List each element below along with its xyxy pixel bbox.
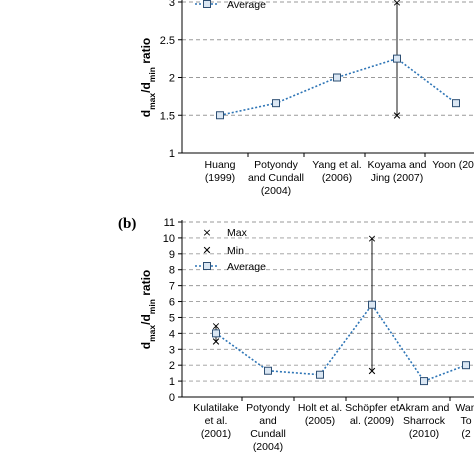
- y-tick-label: 6: [169, 297, 175, 309]
- legend-entry-label: Min: [227, 245, 244, 257]
- category-label: Yoon (200: [432, 159, 474, 171]
- average-point: [212, 329, 220, 338]
- y-axis-label: dmax/dmin ratio: [139, 38, 157, 118]
- average-point: [462, 361, 470, 370]
- category-label: Wan To (2: [455, 402, 474, 440]
- chart-panel-2: 0 1 2 3 4 5 6 7 8 9 10 11 Kulatilake et al. (2001)Poty…: [118, 216, 474, 453]
- legend-min-marker: ✕: [202, 244, 211, 257]
- category-label: Schöpfer et al. (2009): [345, 402, 399, 427]
- y-tick-label: 8: [169, 265, 175, 277]
- category-label: Yang et al. (2006): [312, 159, 361, 184]
- y-tick-label: 1.5: [160, 110, 175, 122]
- y-tick-label: 2: [169, 73, 175, 85]
- average-point: [393, 54, 401, 63]
- y-tick-label: 2: [169, 360, 175, 372]
- category-label: Potyondy and Cundall (2004): [248, 159, 304, 197]
- average-point: [368, 300, 376, 309]
- y-tick-label: 3: [169, 0, 175, 9]
- legend-average-marker: [203, 0, 211, 8]
- y-tick-label: 3: [169, 344, 175, 356]
- max-marker: ×: [211, 319, 220, 332]
- average-point: [316, 370, 324, 379]
- y-tick-label: 9: [169, 249, 175, 261]
- y-tick-label: 4: [169, 328, 175, 340]
- max-marker: ×: [367, 232, 376, 245]
- y-axis-label: dmax/dmin ratio: [139, 270, 157, 350]
- legend-entry-label: Average: [227, 261, 266, 273]
- legend-average-marker: [203, 262, 211, 270]
- legend-entry-label: Average: [227, 0, 266, 11]
- category-label: Kulatilake et al. (2001): [193, 402, 239, 440]
- min-marker: ✕: [211, 335, 220, 348]
- average-point: [420, 377, 428, 386]
- category-label: Akram and Sharrock (2010): [399, 402, 450, 440]
- average-point: [272, 99, 280, 108]
- max-marker: ×: [392, 0, 401, 9]
- y-tick-label: 0: [169, 392, 175, 404]
- average-point: [333, 73, 341, 82]
- y-tick-label: 10: [163, 233, 175, 245]
- y-tick-label: 11: [164, 217, 175, 229]
- category-label: Koyama and Jing (2007): [368, 159, 427, 184]
- y-tick-label: 7: [169, 281, 175, 293]
- y-tick-label: 1: [169, 376, 175, 388]
- average-point: [264, 366, 272, 375]
- legend-max-marker: ×: [202, 226, 211, 239]
- min-marker: ✕: [367, 365, 376, 378]
- category-label: Potyondy and Cundall (2004): [246, 402, 291, 453]
- panel-label: (b): [118, 216, 136, 232]
- category-label: Huang (1999): [205, 159, 236, 184]
- average-series-line: [215, 303, 467, 383]
- y-tick-label: 1: [169, 148, 175, 160]
- y-tick-label: 2.5: [160, 35, 175, 47]
- category-label: Holt et al. (2005): [298, 402, 342, 427]
- y-tick-label: 5: [169, 312, 175, 324]
- chart-panel-1: 1 1.5 2 2.5 3 Huang (1999) Potyondy and Cundall(…: [139, 0, 474, 197]
- min-marker: ✕: [392, 109, 401, 122]
- average-point: [452, 99, 460, 108]
- average-series-line: [219, 57, 457, 117]
- legend-entry-label: Max: [227, 227, 248, 239]
- average-point: [216, 111, 224, 120]
